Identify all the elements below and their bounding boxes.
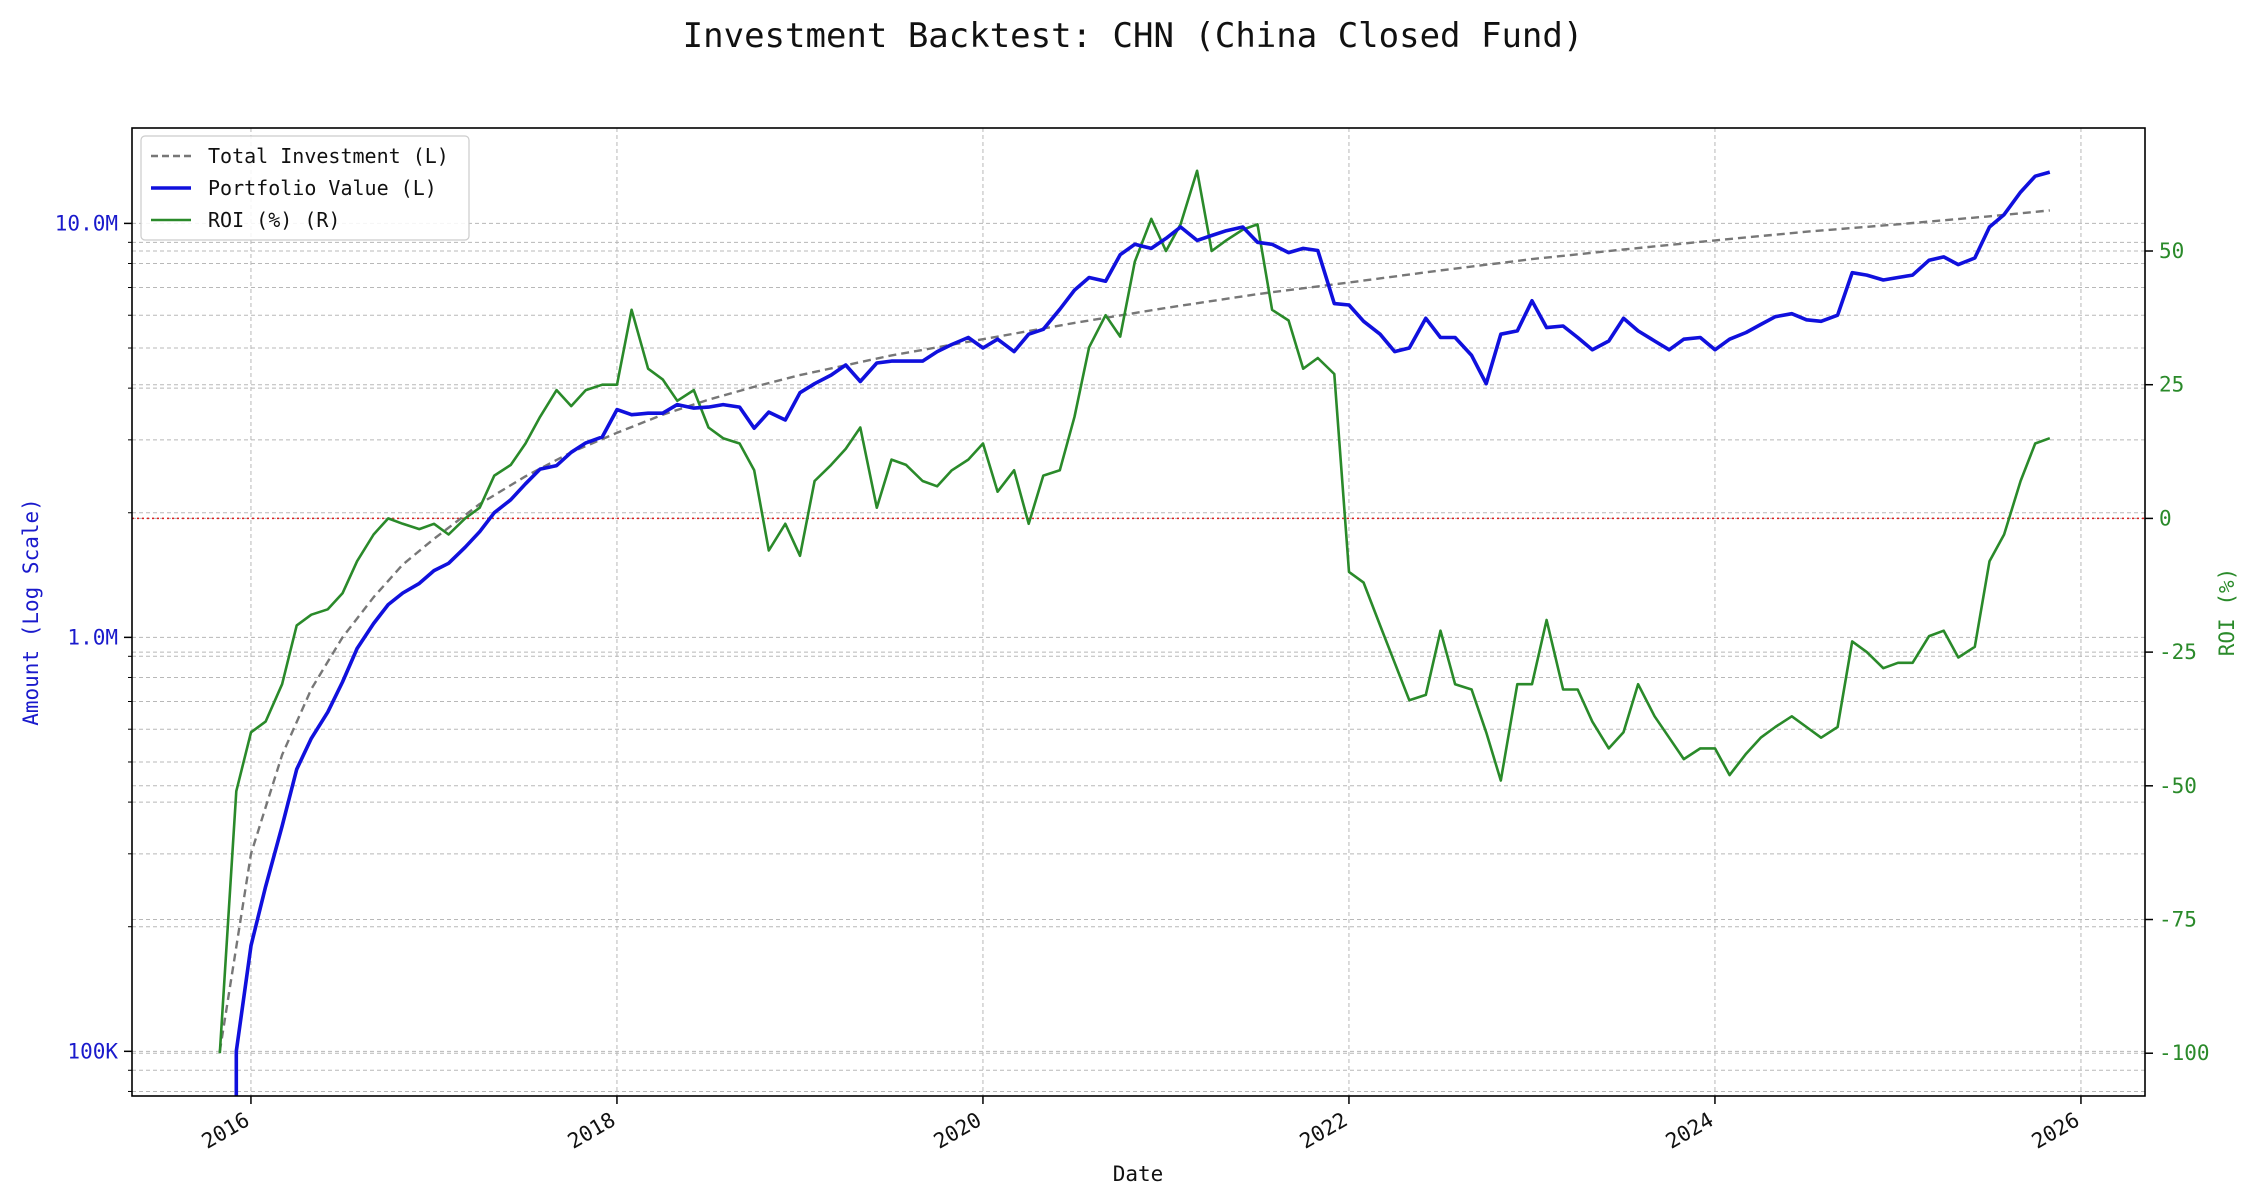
x-axis-ticks: 2016 2018 2020 2022 2024 2026 <box>198 1096 2084 1154</box>
left-tick-label: 10.0M <box>55 211 118 235</box>
chart-title: Investment Backtest: CHN (China Closed F… <box>683 16 1584 56</box>
right-tick-label: 25 <box>2159 373 2184 397</box>
right-axis-label: ROI (%) <box>2215 568 2239 657</box>
roi-line <box>218 169 2051 1054</box>
x-tick-label: 2020 <box>930 1108 986 1154</box>
x-tick-label: 2016 <box>198 1108 254 1154</box>
grid-lines <box>132 128 2145 1096</box>
legend-label: ROI (%) (R) <box>208 208 340 232</box>
right-tick-label: -25 <box>2159 640 2197 664</box>
plot-area-frame <box>131 127 2146 1097</box>
x-tick-label: 2026 <box>2028 1108 2084 1154</box>
right-tick-label: 0 <box>2159 506 2172 530</box>
x-tick-label: 2024 <box>1662 1108 1718 1154</box>
x-axis-label: Date <box>1113 1162 1164 1186</box>
right-axis-ticks: -100 -75 -50 -25 0 25 50 <box>2145 239 2210 1065</box>
legend-box <box>140 135 470 241</box>
right-tick-label: -75 <box>2159 908 2197 932</box>
right-tick-label: 50 <box>2159 239 2184 263</box>
right-tick-label: -50 <box>2159 774 2197 798</box>
legend-label: Portfolio Value (L) <box>208 176 437 200</box>
legend: Total Investment (L) Portfolio Value (L) R… <box>140 135 470 241</box>
portfolio-value-line <box>234 170 2051 1096</box>
left-tick-label: 100K <box>67 1039 118 1063</box>
total-investment-line <box>218 209 2050 1052</box>
legend-label: Total Investment (L) <box>208 144 449 168</box>
left-tick-label: 1.0M <box>67 625 118 649</box>
right-tick-label: -100 <box>2159 1041 2210 1065</box>
x-tick-label: 2022 <box>1296 1108 1352 1154</box>
series-lines <box>218 169 2051 1096</box>
left-axis-label: Amount (Log Scale) <box>19 498 43 726</box>
x-tick-label: 2018 <box>564 1108 620 1154</box>
left-axis-ticks: 100K 1.0M 10.0M <box>55 211 132 1092</box>
